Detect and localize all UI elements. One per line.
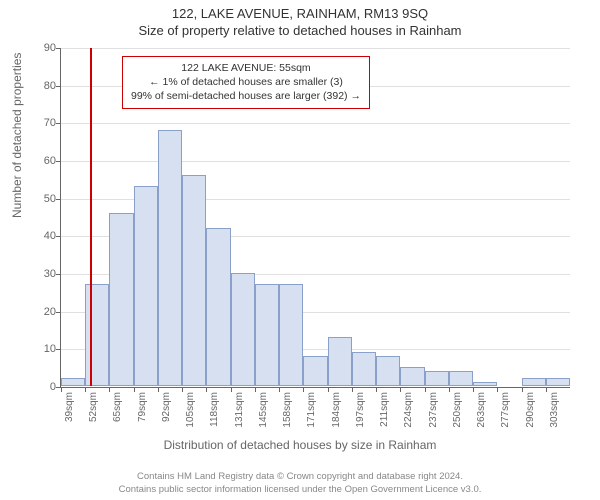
ytick-mark xyxy=(56,312,61,313)
x-axis-title: Distribution of detached houses by size … xyxy=(0,438,600,452)
ytick-label: 90 xyxy=(26,42,56,54)
chart-container: 122, LAKE AVENUE, RAINHAM, RM13 9SQ Size… xyxy=(0,0,600,500)
histogram-bar xyxy=(61,378,85,386)
ytick-mark xyxy=(56,161,61,162)
footer: Contains HM Land Registry data © Crown c… xyxy=(0,471,600,496)
xtick-label: 171sqm xyxy=(306,392,317,428)
xtick-label: 184sqm xyxy=(331,392,342,428)
histogram-bar xyxy=(352,352,376,386)
histogram-bar xyxy=(85,284,109,386)
page-title: 122, LAKE AVENUE, RAINHAM, RM13 9SQ xyxy=(0,0,600,21)
gridline xyxy=(61,161,570,162)
info-line-3: 99% of semi-detached houses are larger (… xyxy=(131,89,361,103)
xtick-label: 39sqm xyxy=(64,392,75,422)
xtick-label: 145sqm xyxy=(258,392,269,428)
xtick-mark xyxy=(522,387,523,392)
histogram-bar xyxy=(376,356,400,386)
ytick-mark xyxy=(56,86,61,87)
histogram-bar xyxy=(134,186,158,386)
ytick-label: 70 xyxy=(26,117,56,129)
xtick-label: 118sqm xyxy=(209,392,220,427)
info-line-2: ← 1% of detached houses are smaller (3) xyxy=(131,75,361,89)
y-axis-title: Number of detached properties xyxy=(10,53,24,218)
xtick-label: 303sqm xyxy=(549,392,560,428)
xtick-label: 158sqm xyxy=(282,392,293,428)
footer-line-2: Contains public sector information licen… xyxy=(0,484,600,496)
xtick-mark xyxy=(352,387,353,392)
xtick-label: 52sqm xyxy=(88,392,99,422)
xtick-label: 92sqm xyxy=(161,392,172,422)
ytick-label: 60 xyxy=(26,155,56,167)
ytick-mark xyxy=(56,349,61,350)
chart-area: 39sqm52sqm65sqm79sqm92sqm105sqm118sqm131… xyxy=(60,48,570,388)
ytick-mark xyxy=(56,236,61,237)
histogram-bar xyxy=(473,382,497,386)
xtick-mark xyxy=(546,387,547,392)
xtick-label: 197sqm xyxy=(355,392,366,428)
histogram-bar xyxy=(231,273,255,386)
ytick-label: 40 xyxy=(26,230,56,242)
xtick-mark xyxy=(182,387,183,392)
xtick-label: 224sqm xyxy=(403,392,414,428)
histogram-bar xyxy=(255,284,279,386)
xtick-label: 211sqm xyxy=(379,392,390,427)
histogram-bar xyxy=(109,213,133,386)
ytick-mark xyxy=(56,274,61,275)
ytick-label: 80 xyxy=(26,80,56,92)
info-line-1: 122 LAKE AVENUE: 55sqm xyxy=(131,61,361,75)
histogram-bar xyxy=(303,356,327,386)
footer-line-1: Contains HM Land Registry data © Crown c… xyxy=(0,471,600,483)
xtick-mark xyxy=(231,387,232,392)
histogram-bar xyxy=(425,371,449,386)
xtick-mark xyxy=(109,387,110,392)
xtick-label: 65sqm xyxy=(112,392,123,422)
ytick-label: 20 xyxy=(26,306,56,318)
gridline xyxy=(61,123,570,124)
xtick-label: 290sqm xyxy=(525,392,536,428)
page-subtitle: Size of property relative to detached ho… xyxy=(0,21,600,38)
xtick-mark xyxy=(61,387,62,392)
ytick-label: 50 xyxy=(26,193,56,205)
xtick-mark xyxy=(206,387,207,392)
ytick-label: 10 xyxy=(26,343,56,355)
histogram-bar xyxy=(400,367,424,386)
xtick-label: 105sqm xyxy=(185,392,196,428)
xtick-mark xyxy=(376,387,377,392)
xtick-mark xyxy=(328,387,329,392)
histogram-bar xyxy=(279,284,303,386)
xtick-mark xyxy=(134,387,135,392)
xtick-label: 237sqm xyxy=(428,392,439,428)
xtick-label: 79sqm xyxy=(137,392,148,422)
histogram-bar xyxy=(206,228,230,386)
xtick-label: 131sqm xyxy=(234,392,245,428)
histogram-bar xyxy=(449,371,473,386)
xtick-mark xyxy=(400,387,401,392)
xtick-mark xyxy=(85,387,86,392)
xtick-mark xyxy=(473,387,474,392)
ytick-label: 0 xyxy=(26,381,56,393)
histogram-bar xyxy=(328,337,352,386)
ytick-label: 30 xyxy=(26,268,56,280)
ytick-mark xyxy=(56,48,61,49)
xtick-label: 263sqm xyxy=(476,392,487,428)
xtick-mark xyxy=(497,387,498,392)
property-marker-line xyxy=(90,48,92,386)
ytick-mark xyxy=(56,123,61,124)
histogram-bar xyxy=(522,378,546,386)
xtick-label: 250sqm xyxy=(452,392,463,428)
gridline xyxy=(61,48,570,49)
histogram-bar xyxy=(158,130,182,386)
ytick-mark xyxy=(56,199,61,200)
xtick-mark xyxy=(425,387,426,392)
xtick-mark xyxy=(255,387,256,392)
xtick-mark xyxy=(449,387,450,392)
xtick-mark xyxy=(158,387,159,392)
info-box: 122 LAKE AVENUE: 55sqm ← 1% of detached … xyxy=(122,56,370,109)
xtick-mark xyxy=(279,387,280,392)
xtick-label: 277sqm xyxy=(500,392,511,428)
histogram-bar xyxy=(182,175,206,386)
xtick-mark xyxy=(303,387,304,392)
histogram-bar xyxy=(546,378,570,386)
